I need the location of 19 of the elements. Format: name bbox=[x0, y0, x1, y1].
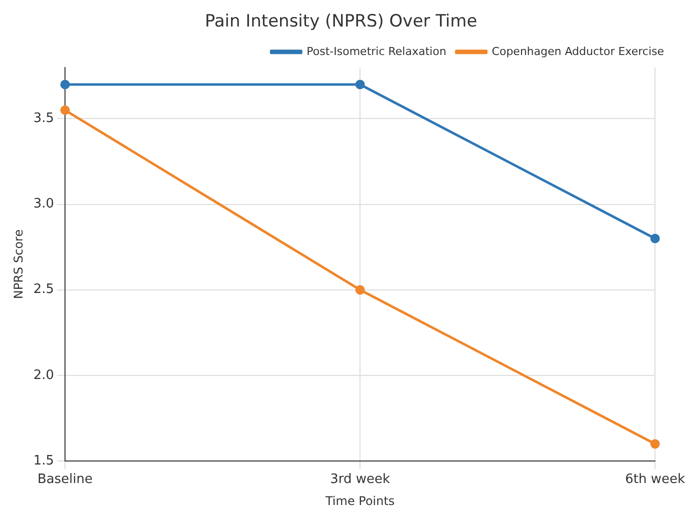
x-tick-label: Baseline bbox=[38, 472, 93, 488]
point bbox=[650, 234, 660, 244]
y-axis-title: NPRS Score bbox=[11, 229, 26, 299]
legend-label: Copenhagen Adductor Exercise bbox=[492, 44, 664, 58]
x-axis-title: Time Points bbox=[324, 494, 395, 508]
y-tick-label: 2.0 bbox=[33, 368, 54, 383]
point bbox=[650, 439, 660, 449]
point bbox=[355, 80, 365, 90]
y-tick-label: 3.5 bbox=[33, 111, 54, 126]
legend-label: Post-Isometric Relaxation bbox=[306, 44, 446, 58]
point bbox=[60, 80, 70, 90]
x-tick-label: 6th week bbox=[625, 472, 686, 488]
y-tick-label: 2.5 bbox=[33, 282, 54, 298]
y-tick-label: 1.5 bbox=[33, 453, 54, 468]
chart-title: Pain Intensity (NPRS) Over Time bbox=[204, 12, 478, 32]
y-tick-label: 3.0 bbox=[33, 196, 54, 212]
point bbox=[60, 105, 70, 115]
x-tick-label: 3rd week bbox=[330, 472, 390, 488]
point bbox=[355, 285, 365, 295]
